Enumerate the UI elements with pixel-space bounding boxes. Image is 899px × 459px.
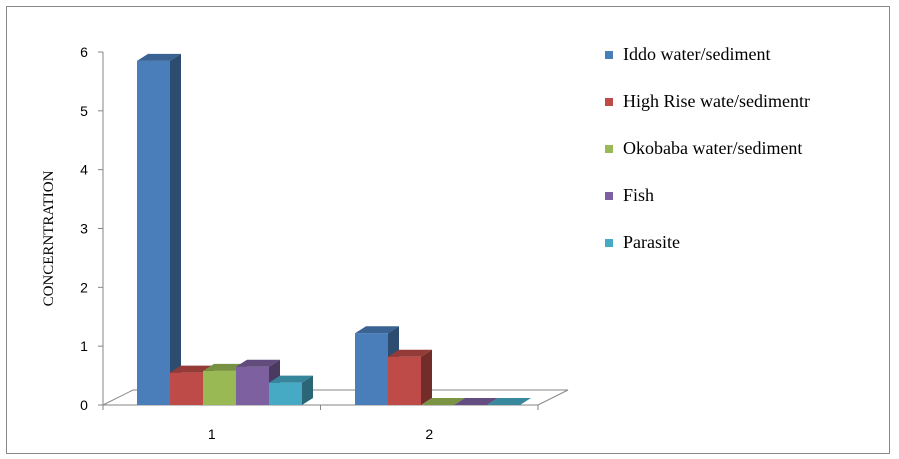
y-tick-label: 0 — [80, 397, 88, 413]
legend-label: High Rise wate/sedimentr — [623, 91, 810, 111]
legend-label: Iddo water/sediment — [623, 44, 770, 64]
bar-top — [388, 349, 432, 357]
y-axis-label: CONCERNTRATION — [41, 170, 57, 306]
y-tick-label: 5 — [80, 103, 88, 119]
y-tick-label: 4 — [80, 162, 88, 178]
bar-top — [269, 375, 313, 383]
y-tick-label: 3 — [80, 221, 88, 237]
y-tick-label: 2 — [80, 279, 88, 295]
bar-front — [388, 356, 421, 405]
bar-side — [421, 349, 432, 405]
legend-swatch — [605, 145, 613, 153]
bar-top — [137, 53, 181, 61]
y-tick-label: 1 — [80, 338, 88, 354]
bar-top — [421, 398, 465, 405]
bar-front — [236, 366, 269, 405]
bar-front — [137, 60, 170, 405]
legend-label: Okobaba water/sediment — [623, 138, 802, 158]
bar — [454, 398, 498, 405]
bar — [388, 349, 432, 405]
bar-side — [170, 53, 181, 405]
x-tick-label: 1 — [208, 426, 216, 442]
bar — [269, 375, 313, 405]
bar-top — [355, 326, 399, 334]
bar-top — [487, 398, 531, 405]
bar-top — [236, 359, 280, 367]
legend-swatch — [605, 239, 613, 247]
bar — [487, 398, 531, 405]
bar-top — [454, 398, 498, 405]
legend-swatch — [605, 98, 613, 106]
legend-swatch — [605, 192, 613, 200]
bar-front — [355, 333, 388, 405]
y-tick-label: 6 — [80, 44, 88, 60]
bar-front — [269, 382, 302, 405]
bar-front — [170, 372, 203, 405]
bar — [137, 53, 181, 405]
legend-label: Fish — [623, 185, 654, 205]
legend-label: Parasite — [623, 232, 680, 252]
bar — [421, 398, 465, 405]
x-tick-label: 2 — [425, 426, 433, 442]
bar-side — [302, 375, 313, 405]
bar-front — [203, 370, 236, 405]
legend-swatch — [605, 51, 613, 59]
